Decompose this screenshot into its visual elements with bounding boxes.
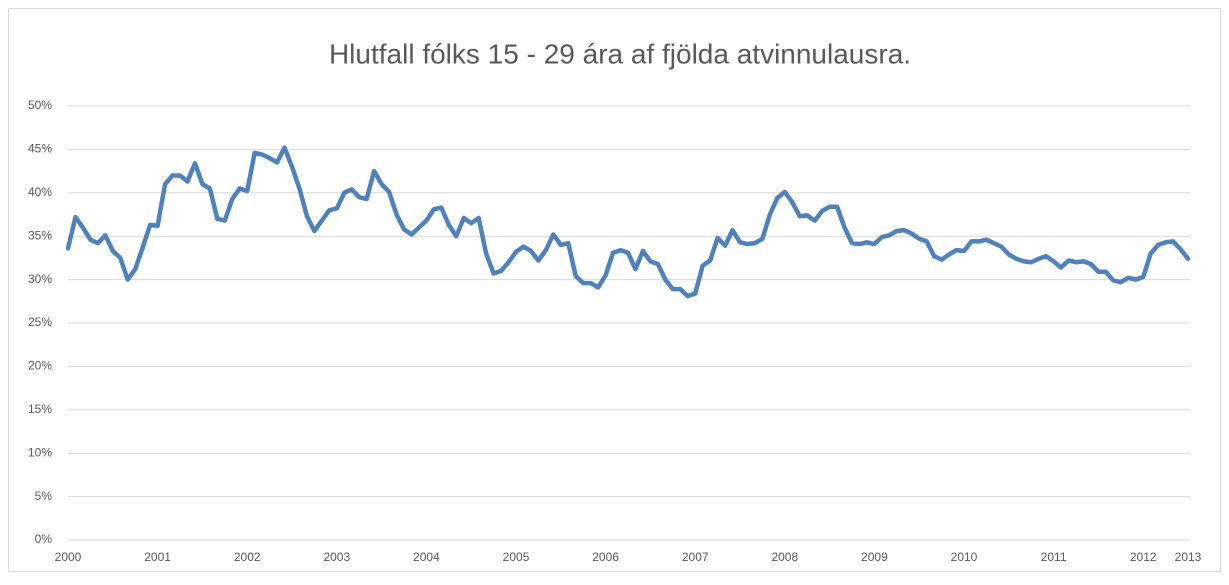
y-tick-label: 50%	[28, 98, 52, 112]
x-tick-label: 2011	[1041, 550, 1067, 564]
y-tick-label: 15%	[28, 402, 52, 416]
x-tick-label: 2002	[234, 550, 261, 564]
x-tick-label: 2010	[951, 550, 978, 564]
x-tick-label: 2005	[503, 550, 530, 564]
y-tick-label: 45%	[28, 142, 52, 156]
x-tick-label: 2001	[144, 550, 171, 564]
y-tick-label: 20%	[28, 359, 52, 373]
x-tick-label: 2008	[771, 550, 798, 564]
x-tick-label: 2012	[1130, 550, 1157, 564]
x-tick-label: 2004	[413, 550, 440, 564]
x-tick-label: 2003	[323, 550, 350, 564]
y-tick-label: 25%	[28, 315, 52, 329]
x-tick-label: 2009	[861, 550, 888, 564]
chart-title: Hlutfall fólks 15 - 29 ára af fjölda atv…	[329, 38, 911, 69]
line-series	[65, 145, 1191, 299]
y-tick-label: 30%	[28, 272, 52, 286]
x-tick-label: 2013	[1175, 550, 1202, 564]
x-tick-label: 2006	[592, 550, 619, 564]
chart-border	[8, 8, 1221, 572]
y-tick-label: 35%	[28, 228, 52, 242]
x-tick-label: 2000	[55, 550, 82, 564]
y-tick-label: 10%	[28, 445, 52, 459]
y-tick-label: 40%	[28, 185, 52, 199]
y-tick-label: 5%	[35, 489, 53, 503]
x-tick-label: 2007	[682, 550, 709, 564]
y-tick-label: 0%	[35, 532, 53, 546]
